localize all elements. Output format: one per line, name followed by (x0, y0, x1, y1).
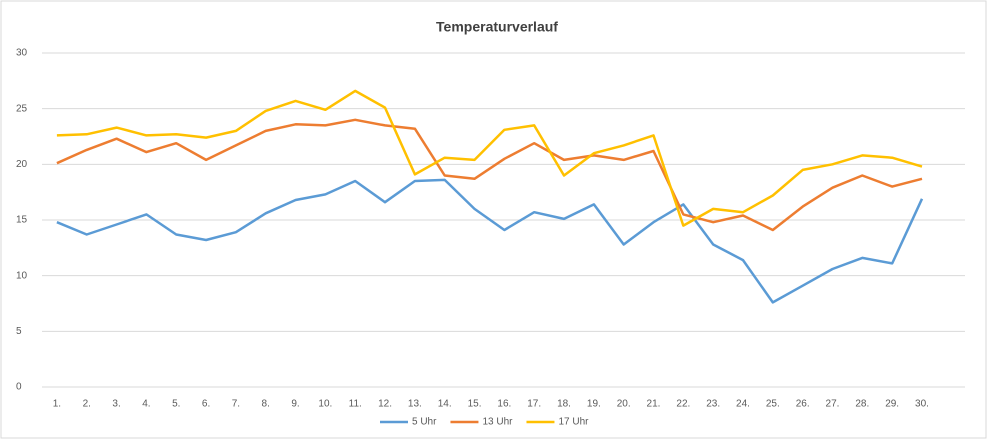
x-tick-label: 8. (262, 399, 270, 410)
x-tick-label: 24. (736, 399, 750, 410)
x-tick-label: 20. (617, 399, 631, 410)
x-tick-label: 11. (349, 399, 362, 410)
y-tick-label: 15 (16, 215, 28, 226)
x-tick-label: 5. (172, 399, 180, 410)
y-tick-label: 25 (16, 103, 28, 114)
x-tick-label: 28. (855, 399, 869, 410)
y-tick-label: 0 (16, 382, 22, 393)
x-tick-label: 2. (83, 399, 91, 410)
x-tick-label: 18. (557, 399, 571, 410)
x-tick-label: 27. (826, 399, 840, 410)
x-tick-label: 17. (527, 399, 541, 410)
x-tick-label: 30. (915, 399, 929, 410)
legend-label: 5 Uhr (412, 417, 437, 428)
x-tick-label: 26. (796, 399, 810, 410)
x-tick-label: 3. (112, 399, 120, 410)
x-tick-label: 22. (676, 399, 690, 410)
x-tick-label: 25. (766, 399, 780, 410)
chart-title: Temperaturverlauf (436, 19, 558, 35)
legend-label: 13 Uhr (482, 417, 513, 428)
legend-label: 17 Uhr (558, 417, 589, 428)
x-tick-label: 29. (885, 399, 899, 410)
x-tick-label: 23. (706, 399, 720, 410)
y-tick-label: 10 (16, 270, 28, 281)
x-tick-label: 1. (53, 399, 61, 410)
x-tick-label: 12. (378, 399, 392, 410)
line-series (56, 178, 924, 304)
y-tick-label: 20 (16, 159, 28, 170)
x-tick-label: 10. (318, 399, 332, 410)
x-tick-label: 6. (202, 399, 210, 410)
line-series (56, 89, 923, 227)
x-tick-label: 7. (232, 399, 240, 410)
y-tick-label: 5 (16, 326, 22, 337)
x-tick-label: 4. (142, 399, 150, 410)
x-tick-label: 19. (587, 399, 601, 410)
x-tick-label: 16. (497, 399, 511, 410)
x-tick-label: 21. (647, 399, 661, 410)
line-series (56, 118, 923, 232)
x-tick-label: 13. (408, 399, 422, 410)
x-tick-label: 15. (468, 399, 482, 410)
x-tick-label: 14. (438, 399, 452, 410)
x-tick-label: 9. (291, 399, 299, 410)
y-tick-label: 30 (16, 48, 28, 59)
